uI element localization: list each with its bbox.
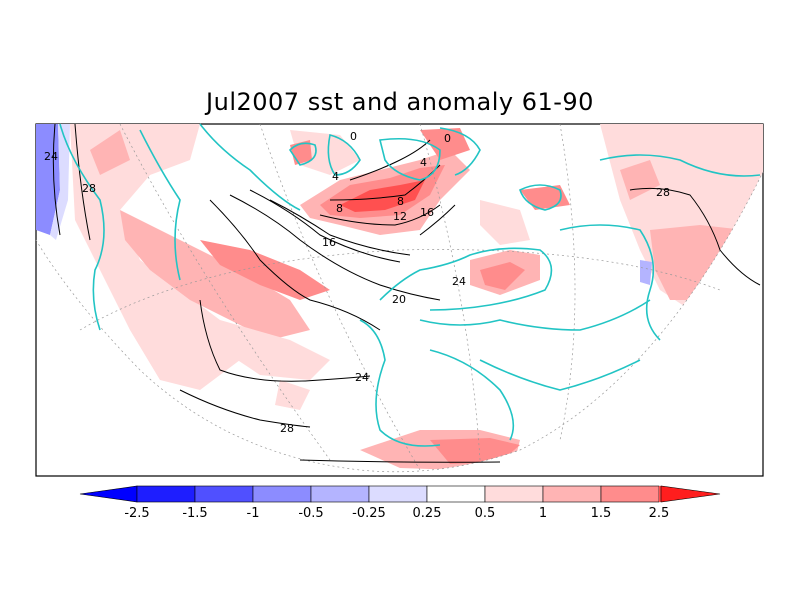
contour-label: 0 — [444, 132, 451, 145]
contour-label: 4 — [420, 156, 427, 169]
contour-labels: 24 28 16 20 24 28 4 0 8 12 16 24 28 4 8 … — [44, 130, 670, 435]
contour-label: 28 — [280, 422, 294, 435]
colorbar-arrow-left — [79, 485, 138, 503]
colorbar-label: -1 — [247, 506, 260, 521]
colorbar-arrow-right — [660, 485, 721, 503]
contour-label: 24 — [452, 275, 466, 288]
contour-label: 4 — [332, 170, 339, 183]
coastlines — [59, 123, 761, 447]
map-title: Jul2007 sst and anomaly 61-90 — [206, 88, 594, 116]
contour-label: 20 — [392, 293, 406, 306]
contour-label: 16 — [420, 206, 434, 219]
contour-label: 24 — [355, 371, 369, 384]
contour-label: 28 — [82, 182, 96, 195]
colorbar-label: 0.25 — [413, 506, 442, 521]
contour-label: 28 — [656, 186, 670, 199]
contour-label: 16 — [322, 236, 336, 249]
colorbar-label: -1.5 — [182, 506, 207, 521]
colorbar-label: 1 — [539, 506, 547, 521]
contour-label: 12 — [393, 210, 407, 223]
contour-label: 8 — [336, 202, 343, 215]
negative-anomaly-west — [36, 124, 60, 235]
colorbar-label: 1.5 — [591, 506, 612, 521]
sst-contours — [52, 123, 761, 463]
contour-label: 24 — [44, 150, 58, 163]
colorbar-label: -2.5 — [124, 506, 149, 521]
colorbar-label: -0.25 — [352, 506, 386, 521]
anomaly-shading — [36, 124, 763, 470]
colorbar-label: -0.5 — [298, 506, 323, 521]
colorbar-label: 2.5 — [649, 506, 670, 521]
colorbar: -2.5 -1.5 -1 -0.5 -0.25 0.25 0.5 1 1.5 2… — [79, 485, 721, 521]
graticule — [35, 123, 764, 473]
contour-label: 8 — [397, 195, 404, 208]
contour-label: 0 — [350, 130, 357, 143]
colorbar-label: 0.5 — [475, 506, 496, 521]
